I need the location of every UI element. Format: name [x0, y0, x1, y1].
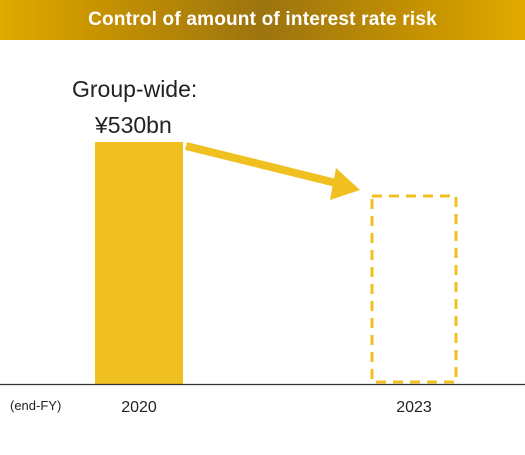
x-tick-label-2020: 2020: [121, 399, 157, 416]
bar-2023-target-dashed: [370, 194, 458, 384]
annotation-group-wide-label: Group-wide:: [72, 76, 198, 102]
chart-title: Control of amount of interest rate risk: [88, 9, 437, 30]
arrow-decrease-icon: [185, 142, 360, 200]
title-bar: Control of amount of interest rate risk: [0, 0, 525, 40]
annotation-value-label: ¥530bn: [95, 112, 172, 138]
x-axis-unit-note: (end-FY): [10, 398, 62, 413]
x-tick-label-2023: 2023: [396, 399, 432, 416]
bar-2020: [95, 142, 183, 384]
